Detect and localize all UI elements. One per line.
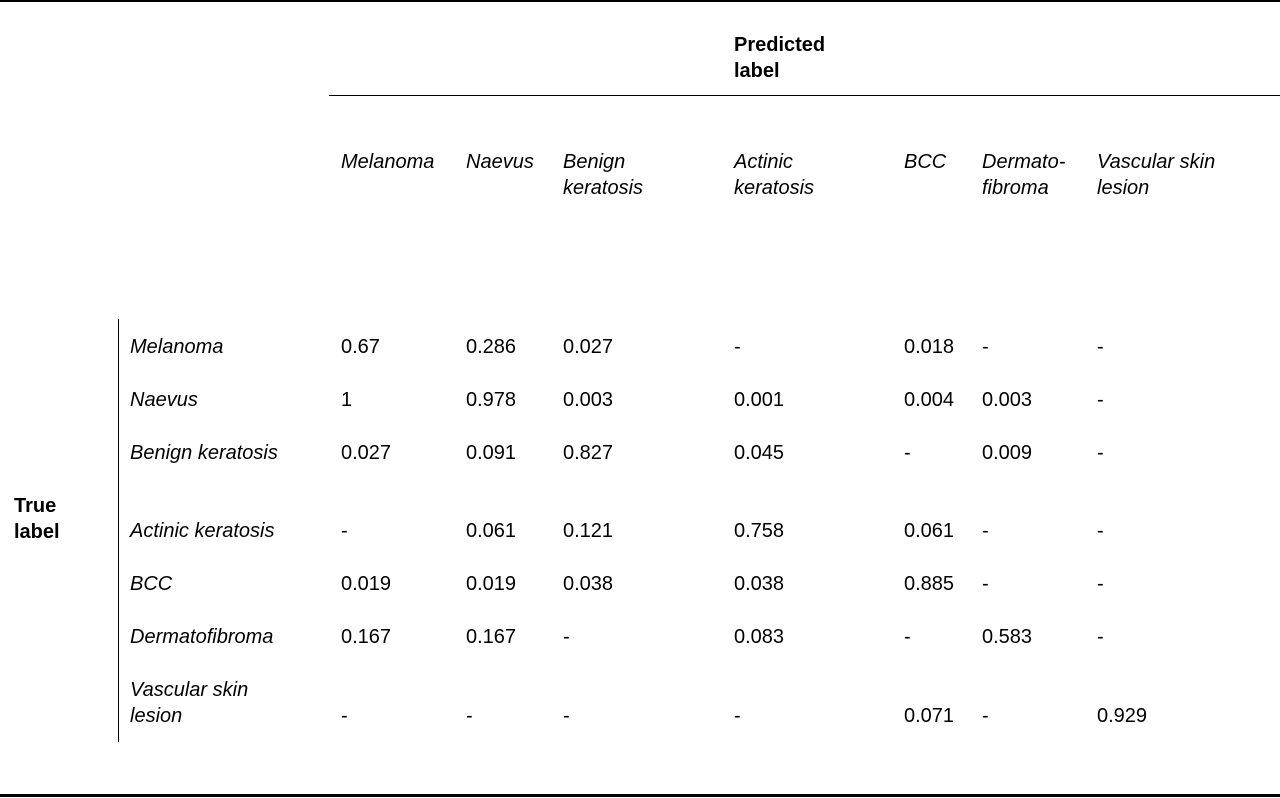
row-label: BCC — [130, 571, 172, 597]
column-header: Melanoma — [341, 149, 434, 175]
predicted-label-line1: Predicted — [734, 34, 826, 56]
matrix-cell: 0.027 — [341, 442, 392, 464]
matrix-cell: 0.045 — [734, 442, 785, 464]
matrix-cell: - — [1097, 336, 1104, 358]
matrix-cell: 0.978 — [466, 389, 517, 411]
true-label-bracket — [118, 319, 119, 742]
matrix-cell: - — [982, 573, 989, 595]
matrix-cell: 0.758 — [734, 520, 785, 542]
true-label-line2: label — [14, 521, 60, 543]
predicted-label-line2: label — [734, 60, 780, 82]
row-label: Dermatofibroma — [130, 624, 273, 650]
matrix-cell: 0.061 — [904, 520, 955, 542]
row-label-line1: Naevus — [130, 389, 198, 411]
matrix-cell: 0.061 — [466, 520, 517, 542]
matrix-cell: - — [1097, 442, 1104, 464]
row-label-line1: Dermatofibroma — [130, 626, 274, 648]
matrix-cell: - — [1097, 626, 1104, 648]
column-header: Vascular skin lesion — [1097, 149, 1215, 201]
column-header-line1: Vascular skin — [1097, 151, 1216, 173]
column-header-line1: Melanoma — [341, 151, 435, 173]
row-label-line2: lesion — [130, 705, 183, 727]
column-header-line2: lesion — [1097, 177, 1150, 199]
column-header: Actinic keratosis — [734, 149, 814, 201]
matrix-cell: 0.027 — [563, 336, 614, 358]
matrix-cell: 0.038 — [563, 573, 614, 595]
row-label-line1: Melanoma — [130, 336, 224, 358]
matrix-cell: 0.827 — [563, 442, 614, 464]
column-header-line2: keratosis — [734, 177, 815, 199]
row-label: Benign keratosis — [130, 440, 278, 466]
matrix-cell: 0.003 — [982, 389, 1033, 411]
matrix-cell: 0.121 — [563, 520, 614, 542]
row-label: Naevus — [130, 387, 198, 413]
row-label: Melanoma — [130, 334, 223, 360]
row-label-line1: Actinic keratosis — [130, 520, 275, 542]
row-label-line1: Vascular skin — [130, 679, 249, 701]
matrix-cell: 0.019 — [341, 573, 392, 595]
row-label-line1: Benign keratosis — [130, 442, 278, 464]
column-header-line1: Naevus — [466, 151, 534, 173]
matrix-cell: - — [904, 626, 911, 648]
column-header: Naevus — [466, 149, 534, 175]
matrix-cell: - — [982, 705, 989, 727]
matrix-cell: 0.67 — [341, 336, 380, 358]
column-header-line1: Actinic — [734, 151, 793, 173]
matrix-cell: - — [904, 442, 911, 464]
row-label: Actinic keratosis — [130, 518, 275, 544]
matrix-cell: 0.001 — [734, 389, 785, 411]
matrix-cell: 1 — [341, 389, 353, 411]
matrix-cell: 0.583 — [982, 626, 1033, 648]
matrix-cell: 0.003 — [563, 389, 614, 411]
matrix-cell: - — [341, 705, 348, 727]
matrix-cell: 0.019 — [466, 573, 517, 595]
column-header-line2: keratosis — [563, 177, 644, 199]
column-header: Dermato-fibroma — [982, 149, 1065, 201]
matrix-cell: - — [982, 520, 989, 542]
row-label: Vascular skin lesion — [130, 677, 248, 729]
true-label-header: True label — [14, 493, 60, 545]
column-header: BCC — [904, 149, 946, 175]
matrix-cell: - — [734, 336, 741, 358]
predicted-label-header: Predicted label — [734, 32, 825, 84]
matrix-cell: 0.004 — [904, 389, 955, 411]
predicted-label-rule — [329, 95, 1280, 96]
matrix-cell: - — [1097, 520, 1104, 542]
matrix-cell: - — [466, 705, 473, 727]
matrix-cell: - — [341, 520, 348, 542]
matrix-cell: 0.083 — [734, 626, 785, 648]
matrix-cell: 0.009 — [982, 442, 1033, 464]
matrix-cell: 0.167 — [466, 626, 517, 648]
row-label-line1: BCC — [130, 573, 173, 595]
matrix-cell: 0.167 — [341, 626, 392, 648]
matrix-cell: 0.885 — [904, 573, 955, 595]
matrix-cell: 0.091 — [466, 442, 517, 464]
column-header: Benign keratosis — [563, 149, 643, 201]
table-bottom-rule — [0, 794, 1280, 797]
matrix-cell: - — [982, 336, 989, 358]
column-header-line2: fibroma — [982, 177, 1049, 199]
true-label-line1: True — [14, 495, 57, 517]
column-header-line1: BCC — [904, 151, 947, 173]
matrix-cell: 0.929 — [1097, 705, 1148, 727]
matrix-cell: - — [563, 626, 570, 648]
matrix-cell: - — [734, 705, 741, 727]
matrix-cell: 0.286 — [466, 336, 517, 358]
matrix-cell: - — [563, 705, 570, 727]
matrix-cell: - — [1097, 389, 1104, 411]
table-top-rule — [0, 0, 1280, 2]
matrix-cell: 0.071 — [904, 705, 955, 727]
column-header-line1: Dermato- — [982, 151, 1066, 173]
matrix-cell: - — [1097, 573, 1104, 595]
matrix-cell: 0.018 — [904, 336, 955, 358]
matrix-cell: 0.038 — [734, 573, 785, 595]
column-header-line1: Benign — [563, 151, 626, 173]
